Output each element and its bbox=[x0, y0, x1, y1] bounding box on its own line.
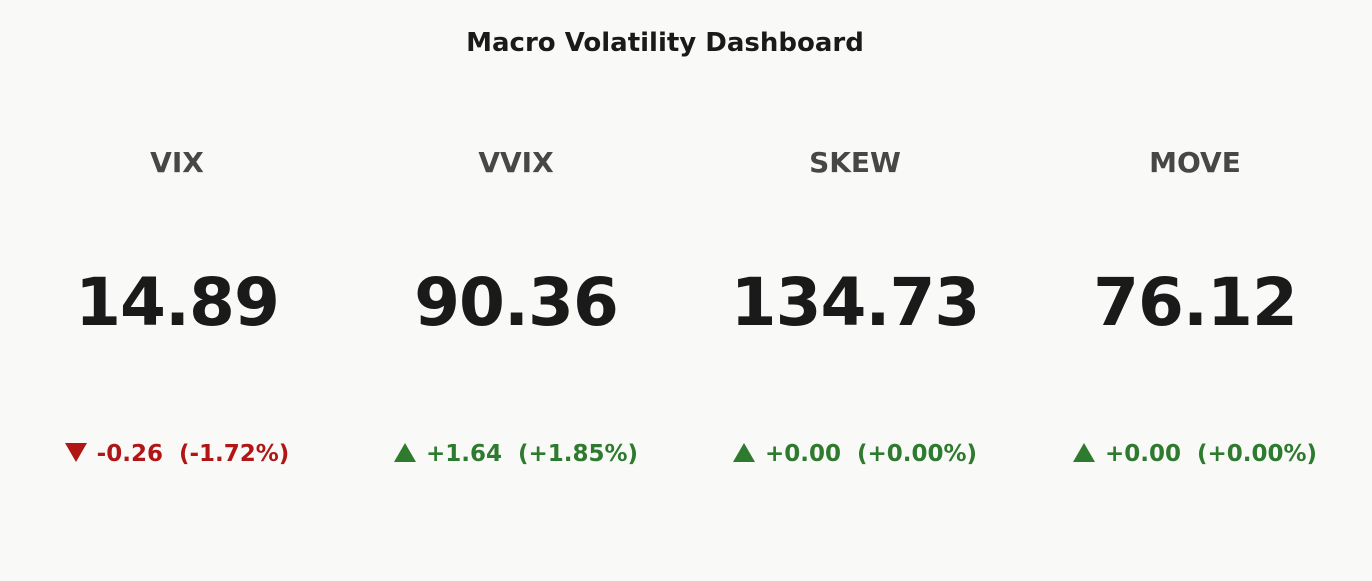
metric-change: +1.64 (+1.85%) bbox=[346, 441, 686, 467]
dashboard-title: Macro Volatility Dashboard bbox=[466, 28, 864, 58]
change-percent: (+0.00%) bbox=[1196, 441, 1318, 467]
change-amount: +0.00 bbox=[764, 441, 841, 467]
metric-change: -0.26 (-1.72%) bbox=[7, 441, 347, 467]
change-percent: (-1.72%) bbox=[178, 441, 290, 467]
metric-name: SKEW bbox=[809, 146, 901, 179]
metric-card-vix: VIX 14.89 -0.26 (-1.72%) bbox=[7, 0, 347, 581]
metric-value: 14.89 bbox=[75, 264, 280, 341]
metric-value: 76.12 bbox=[1093, 264, 1298, 341]
metric-change: +0.00 (+0.00%) bbox=[1025, 441, 1365, 467]
metric-card-skew: SKEW 134.73 +0.00 (+0.00%) bbox=[685, 0, 1025, 581]
metric-value: 134.73 bbox=[730, 264, 981, 341]
metric-change: +0.00 (+0.00%) bbox=[685, 441, 1025, 467]
triangle-down-icon bbox=[64, 443, 87, 462]
metric-name: VVIX bbox=[478, 146, 554, 179]
triangle-up-icon bbox=[393, 443, 416, 462]
metric-value: 90.36 bbox=[414, 264, 619, 341]
change-amount: +0.00 bbox=[1104, 441, 1181, 467]
metric-card-vvix: VVIX 90.36 +1.64 (+1.85%) bbox=[346, 0, 686, 581]
change-amount: +1.64 bbox=[425, 441, 502, 467]
metric-card-move: MOVE 76.12 +0.00 (+0.00%) bbox=[1025, 0, 1365, 581]
change-percent: (+0.00%) bbox=[856, 441, 978, 467]
change-percent: (+1.85%) bbox=[517, 441, 639, 467]
triangle-up-icon bbox=[1072, 443, 1095, 462]
change-amount: -0.26 bbox=[96, 441, 163, 467]
metric-name: VIX bbox=[150, 146, 204, 179]
triangle-up-icon bbox=[732, 443, 755, 462]
metric-name: MOVE bbox=[1149, 146, 1241, 179]
